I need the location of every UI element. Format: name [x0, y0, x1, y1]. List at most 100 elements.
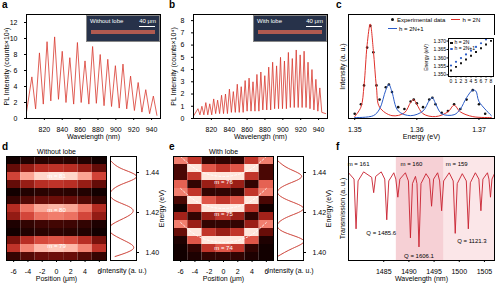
- svg-text:PL Intensity (counts×10³): PL Intensity (counts×10³): [3, 28, 11, 106]
- svg-text:920: 920: [128, 126, 140, 133]
- svg-text:1.355: 1.355: [433, 63, 446, 69]
- svg-text:4: 4: [250, 268, 254, 275]
- svg-text:m = 80: m = 80: [47, 207, 66, 213]
- svg-text:1.370: 1.370: [433, 38, 446, 44]
- svg-text:m = 160: m = 160: [401, 161, 424, 167]
- svg-text:4: 4: [14, 83, 18, 90]
- svg-text:m = 79: m = 79: [47, 243, 66, 249]
- svg-text:1500: 1500: [451, 268, 467, 275]
- svg-text:8: 8: [490, 78, 493, 84]
- svg-text:2: 2: [14, 99, 18, 106]
- svg-text:940: 940: [146, 126, 158, 133]
- svg-text:-2: -2: [206, 268, 213, 276]
- svg-text:7: 7: [181, 29, 185, 36]
- svg-text:840: 840: [56, 126, 69, 134]
- svg-text:m = 81: m = 81: [47, 173, 66, 179]
- svg-text:PL Intensity (counts×10⁴): PL Intensity (counts×10⁴): [170, 27, 178, 105]
- svg-text:-4: -4: [192, 268, 198, 275]
- svg-text:3: 3: [465, 78, 468, 84]
- svg-text:880: 880: [92, 126, 104, 134]
- svg-text:2: 2: [181, 90, 185, 97]
- svg-text:Position (μm): Position (μm): [203, 275, 244, 283]
- svg-text:1.350: 1.350: [433, 71, 446, 77]
- svg-text:0: 0: [450, 78, 453, 84]
- svg-text:1490: 1490: [401, 268, 417, 276]
- svg-text:1.35: 1.35: [348, 126, 362, 133]
- html-text:Experimental data: Experimental data: [397, 16, 446, 23]
- svg-text:Without lobe: Without lobe: [37, 148, 76, 155]
- svg-text:8: 8: [181, 17, 185, 24]
- svg-text:4: 4: [181, 66, 185, 73]
- svg-text:Intensity (a. u.): Intensity (a. u.): [339, 43, 347, 89]
- svg-text:860: 860: [74, 126, 86, 134]
- svg-text:Intensity (a. u.): Intensity (a. u.): [267, 267, 313, 275]
- svg-text:1.36: 1.36: [410, 126, 424, 134]
- svg-text:-4: -4: [25, 268, 31, 275]
- svg-text:Wavelength (nm): Wavelength (nm): [234, 133, 287, 141]
- svg-text:10: 10: [10, 35, 18, 42]
- svg-text:m = 159: m = 159: [446, 161, 469, 167]
- svg-text:m = 76: m = 76: [214, 179, 233, 185]
- svg-text:Energy (eV): Energy (eV): [158, 190, 166, 227]
- svg-text:1485: 1485: [376, 268, 392, 275]
- html-text:b: b: [169, 0, 176, 10]
- svg-text:4: 4: [470, 78, 473, 84]
- svg-text:-2: -2: [39, 268, 46, 276]
- svg-text:-6: -6: [178, 268, 184, 275]
- svg-text:940: 940: [313, 126, 325, 133]
- svg-text:1.42: 1.42: [145, 208, 160, 216]
- svg-text:6: 6: [480, 78, 483, 84]
- svg-text:880: 880: [259, 126, 271, 134]
- svg-text:-6: -6: [11, 268, 17, 275]
- svg-text:5: 5: [475, 78, 478, 84]
- svg-text:840: 840: [223, 126, 236, 134]
- svg-text:Intensity (a. u.): Intensity (a. u.): [100, 267, 146, 275]
- svg-text:Energy (eV): Energy (eV): [325, 190, 333, 227]
- svg-text:920: 920: [295, 126, 307, 133]
- svg-text:m = 74: m = 74: [214, 245, 233, 251]
- svg-text:m = 75: m = 75: [214, 211, 233, 217]
- svg-text:900: 900: [110, 126, 122, 134]
- svg-text:m = 161: m = 161: [348, 161, 371, 167]
- svg-text:1: 1: [455, 78, 458, 84]
- svg-text:1.360: 1.360: [433, 55, 446, 61]
- svg-text:1: 1: [181, 103, 185, 110]
- svg-text:Wavelength (nm): Wavelength (nm): [395, 275, 448, 283]
- svg-text:0: 0: [181, 115, 185, 122]
- svg-text:Energy (eV): Energy (eV): [403, 133, 440, 141]
- svg-text:Transmission (a. u.): Transmission (a. u.): [339, 178, 347, 240]
- html-text:d: d: [2, 141, 9, 152]
- svg-text:12: 12: [10, 19, 18, 26]
- svg-text:1.365: 1.365: [433, 46, 446, 52]
- svg-text:2: 2: [460, 78, 463, 84]
- html-text:h = 2N: h = 2N: [462, 16, 481, 23]
- svg-text:3: 3: [181, 78, 185, 85]
- svg-text:Q = 1606.1: Q = 1606.1: [404, 253, 435, 259]
- svg-text:1.37: 1.37: [472, 126, 486, 133]
- svg-text:Q = 1485.6: Q = 1485.6: [366, 230, 397, 236]
- svg-text:8: 8: [14, 51, 18, 58]
- svg-text:860: 860: [241, 126, 253, 134]
- svg-text:820: 820: [206, 126, 218, 133]
- svg-text:5: 5: [181, 54, 185, 61]
- svg-text:Wavelength (nm): Wavelength (nm): [67, 133, 120, 141]
- svg-text:6: 6: [14, 67, 18, 74]
- html-text:h = 2N+1: h = 2N+1: [399, 25, 424, 32]
- svg-text:0: 0: [14, 115, 18, 122]
- svg-text:820: 820: [39, 126, 51, 133]
- svg-text:4: 4: [83, 268, 87, 275]
- svg-text:1505: 1505: [477, 268, 493, 275]
- svg-text:1.44: 1.44: [146, 169, 160, 176]
- svg-text:1.40: 1.40: [313, 249, 327, 256]
- svg-text:7: 7: [485, 78, 488, 84]
- svg-text:1.40: 1.40: [146, 249, 160, 256]
- svg-text:1.42: 1.42: [312, 208, 327, 216]
- svg-text:1495: 1495: [426, 268, 442, 276]
- svg-text:6: 6: [181, 41, 185, 48]
- svg-text:Position (μm): Position (μm): [36, 275, 77, 283]
- svg-text:Q = 1121.3: Q = 1121.3: [457, 238, 487, 244]
- svg-text:With lobe: With lobe: [209, 148, 238, 155]
- svg-text:1.44: 1.44: [313, 169, 327, 176]
- svg-text:Energy (eV): Energy (eV): [423, 44, 429, 71]
- svg-text:900: 900: [277, 126, 289, 134]
